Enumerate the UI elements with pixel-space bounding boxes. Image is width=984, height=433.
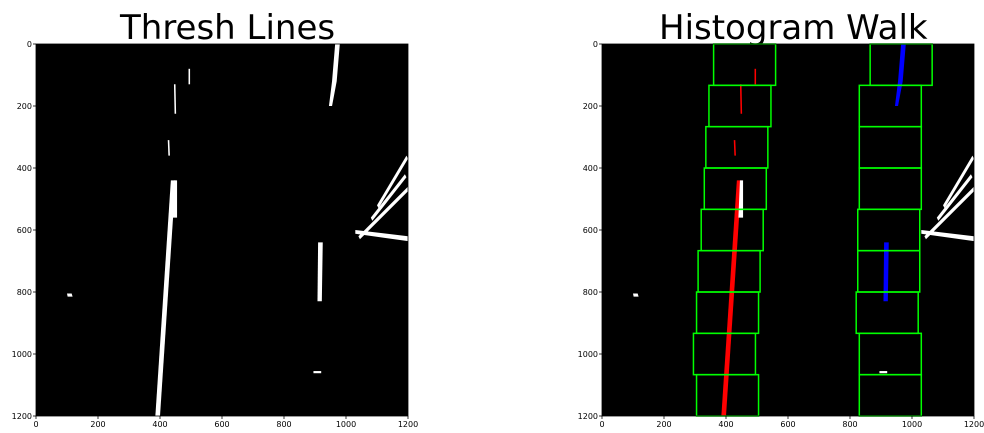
- lane-pixels-right-lane-lower: [317, 242, 323, 302]
- x-tick-label: 1000: [336, 420, 356, 429]
- panel-title-left: Thresh Lines: [120, 8, 336, 48]
- y-tick-label: 600: [17, 226, 32, 235]
- x-tick-label: 600: [780, 420, 795, 429]
- histogram-walk-image: 0 0 200 200 400 400 600 600 800 800 1000 1000 1200 12…: [578, 40, 984, 429]
- lane-pixels-right-scribble-c: [358, 186, 408, 240]
- left-lane-line: [155, 180, 176, 416]
- lane-pixels-dash-c: [733, 140, 736, 156]
- y-tick-label: 0: [593, 40, 598, 49]
- lane-pixels-right-scribble-a: [377, 155, 408, 209]
- lane-pixels-dash-a: [754, 68, 757, 85]
- x-tick-label: 0: [33, 420, 38, 429]
- x-tick-label: 600: [214, 420, 229, 429]
- x-tick-label: 1200: [964, 420, 984, 429]
- lane-pixels-dash-c: [167, 140, 170, 156]
- y-tick-label: 1200: [12, 412, 32, 421]
- y-tick-label: 1000: [12, 350, 32, 359]
- y-tick-label: 200: [583, 102, 598, 111]
- lane-pixels-dash-b: [173, 84, 177, 114]
- y-tick-label: 800: [583, 288, 598, 297]
- lane-pixels-right-lane-upper: [328, 44, 340, 106]
- x-tick-label: 200: [656, 420, 671, 429]
- y-tick-label: 800: [17, 288, 32, 297]
- lane-pixels-right-lane-upper: [894, 44, 906, 106]
- y-tick-label: 400: [17, 164, 32, 173]
- lane-pixels-right-lane-lower: [883, 242, 889, 302]
- x-tick-label: 800: [842, 420, 857, 429]
- y-tick-label: 600: [583, 226, 598, 235]
- x-tick-label: 1000: [902, 420, 922, 429]
- lane-pixels-dash-b: [739, 84, 743, 114]
- x-tick-label: 0: [599, 420, 604, 429]
- y-tick-label: 200: [17, 102, 32, 111]
- lane-pixels-left-lane-upper: [172, 180, 178, 218]
- y-tick-label: 400: [583, 164, 598, 173]
- x-tick-label: 800: [276, 420, 291, 429]
- lane-pixels-right-scribble-c: [924, 186, 974, 240]
- x-tick-label: 1200: [398, 420, 418, 429]
- thresh-lines-image: 0 0 200 200 400 400 600 600 800 800 1000 1000 1200 12…: [12, 40, 419, 429]
- x-tick-label: 200: [90, 420, 105, 429]
- lane-pixels-right-scribble-d: [355, 230, 408, 242]
- y-tick-label: 0: [27, 40, 32, 49]
- lane-pixels-left-dot: [67, 293, 73, 297]
- image-background: [36, 44, 408, 416]
- x-tick-label: 400: [152, 420, 167, 429]
- x-tick-label: 400: [718, 420, 733, 429]
- lane-pixels-right-scribble-d: [921, 230, 974, 242]
- y-tick-label: 1000: [578, 350, 598, 359]
- lane-pixels-right-scribble-b: [936, 174, 973, 221]
- left-lane-line: [721, 180, 742, 416]
- panel-title-right: Histogram Walk: [659, 8, 928, 48]
- lane-pixels-left-dot: [633, 293, 639, 297]
- lane-pixels-left-lane-upper: [738, 180, 744, 218]
- image-background: [602, 44, 974, 416]
- lane-pixels-dash-a: [188, 68, 191, 85]
- y-tick-label: 1200: [578, 412, 598, 421]
- lane-pixels-right-scribble-a: [943, 155, 974, 209]
- lane-pixels-bottom-dash: [313, 371, 322, 374]
- lane-pixels-bottom-dash: [879, 371, 888, 374]
- lane-pixels-right-scribble-b: [370, 174, 407, 221]
